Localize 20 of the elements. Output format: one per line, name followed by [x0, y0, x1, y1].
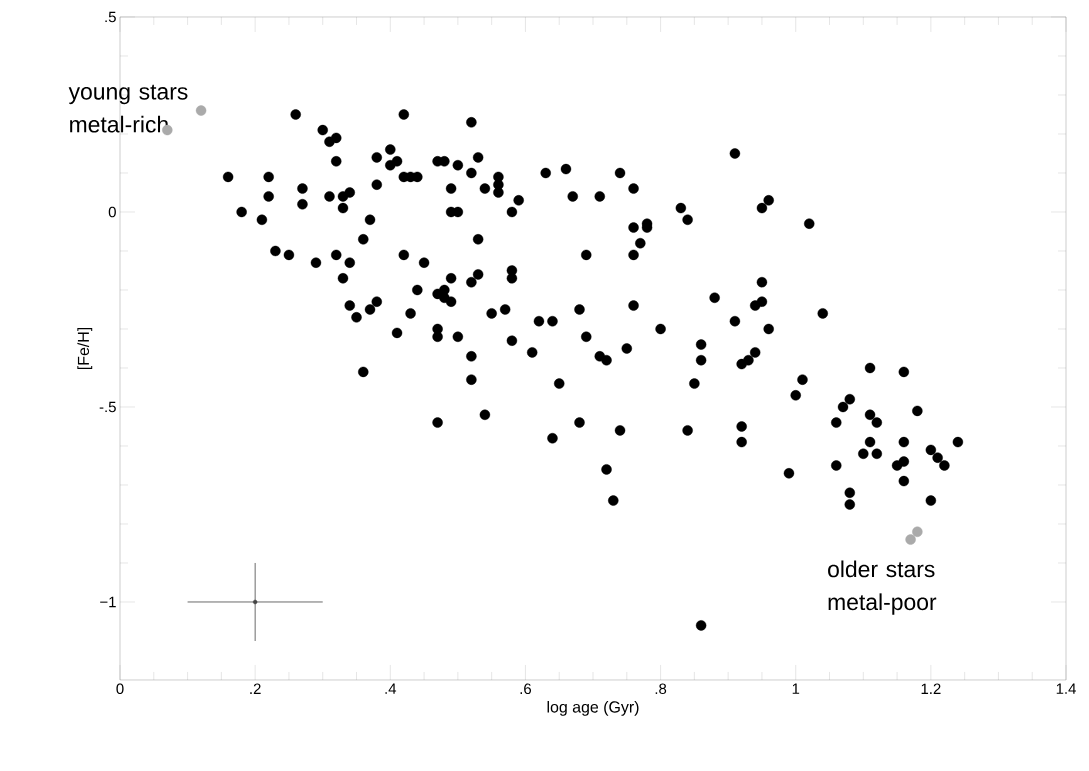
x-tick-label: 1.2 — [921, 683, 941, 694]
x-tick-label: 0 — [116, 683, 124, 695]
annotation: young stars metal-rich — [68, 84, 188, 133]
y-tick-label: −1 — [100, 596, 116, 608]
y-tick-label: -.5 — [99, 401, 116, 413]
x-tick-label: .4 — [385, 683, 397, 694]
y-tick-label: .5 — [105, 11, 116, 23]
y-axis-title: [Fe/H] — [77, 327, 93, 370]
annotation: older stars metal-poor — [828, 560, 937, 615]
point — [252, 599, 258, 605]
point — [905, 534, 916, 545]
y-tick-label: 0 — [108, 206, 116, 218]
x-tick-label: .8 — [655, 683, 667, 695]
point — [912, 526, 923, 537]
x-axis-title: log age (Gyr) — [547, 700, 639, 716]
x-tick-label: 1 — [792, 683, 800, 694]
x-tick-label: .6 — [520, 683, 532, 695]
point — [195, 105, 207, 116]
x-tick-label: 1.4 — [1056, 683, 1076, 694]
x-tick-label: .2 — [250, 683, 261, 694]
